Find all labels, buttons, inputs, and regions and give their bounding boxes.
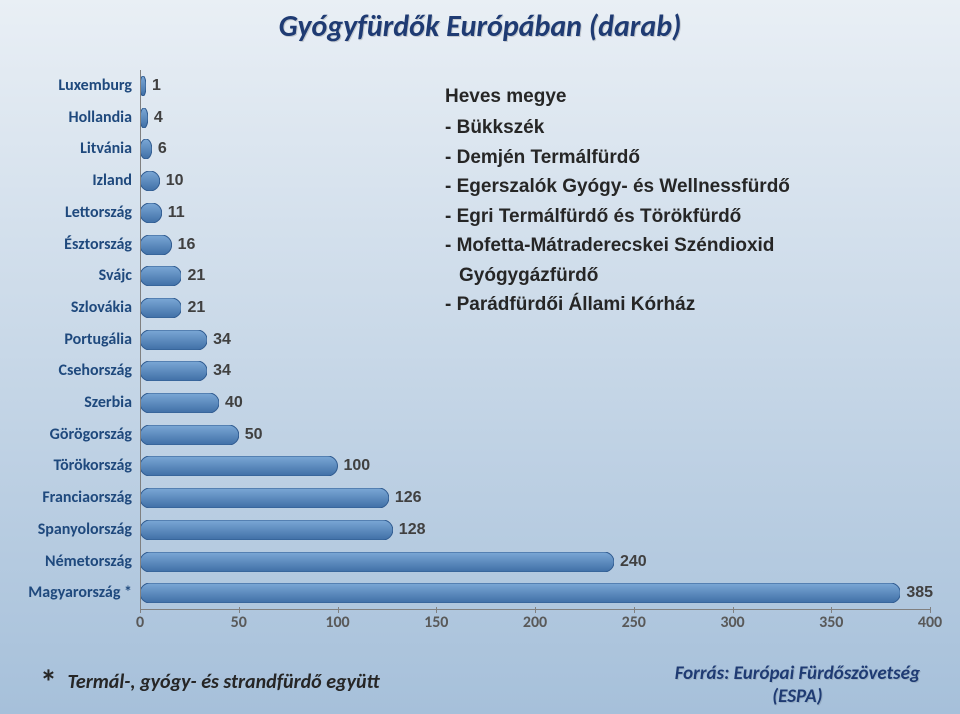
tick-label: 50 (231, 613, 247, 632)
tick-label: 350 (819, 613, 843, 632)
bar-shape-icon (140, 108, 148, 128)
y-axis-line (140, 70, 141, 609)
tick-label: 0 (136, 613, 144, 632)
bar (140, 266, 181, 286)
footnote: * Termál-, gyógy- és strandfürdő együtt (40, 663, 380, 704)
footnote-text: Termál-, gyógy- és strandfürdő együtt (67, 670, 379, 694)
tick-label: 150 (424, 613, 448, 632)
category-label: Hollandia (2, 108, 132, 128)
bar-value-label: 240 (620, 553, 647, 571)
bar-shape-icon (140, 171, 160, 191)
bar (140, 488, 389, 508)
bar-value-label: 4 (154, 109, 163, 127)
bar (140, 171, 160, 191)
bar (140, 456, 338, 476)
bar-shape-icon (140, 330, 207, 350)
bar-value-label: 100 (344, 457, 371, 475)
bar (140, 393, 219, 413)
bar-value-label: 50 (245, 426, 263, 444)
bar-value-label: 34 (213, 362, 231, 380)
heves-title: Heves megye (445, 82, 945, 111)
bar (140, 108, 148, 128)
category-label: Törökország (2, 456, 132, 476)
category-label: Portugália (2, 330, 132, 350)
bar-shape-icon (140, 583, 900, 603)
heves-item: Gyógygázfürdő (445, 261, 945, 290)
category-label: Észtország (2, 235, 132, 255)
x-axis-line (140, 609, 930, 610)
bar-value-label: 11 (168, 204, 185, 222)
tick-label: 300 (720, 613, 744, 632)
bar-shape-icon (140, 235, 172, 255)
bar (140, 520, 393, 540)
bar (140, 203, 162, 223)
bar (140, 139, 152, 159)
bar-value-label: 385 (906, 584, 933, 602)
category-label: Lettország (2, 203, 132, 223)
heves-item: - Mofetta-Mátraderecskei Széndioxid (445, 231, 945, 260)
bar-shape-icon (140, 488, 389, 508)
heves-items: - Bükkszék- Demjén Termálfürdő- Egerszal… (445, 113, 945, 319)
bar (140, 298, 181, 318)
bar (140, 330, 207, 350)
heves-item: - Egri Termálfürdő és Törökfürdő (445, 202, 945, 231)
footnote-star: * (40, 663, 57, 704)
category-label: Görögország (2, 425, 132, 445)
source-line2: (ESPA) (675, 685, 920, 708)
bar-shape-icon (140, 298, 181, 318)
category-label: Magyarország * (2, 583, 132, 603)
bar-shape-icon (140, 139, 152, 159)
category-label: Svájc (2, 266, 132, 286)
bar (140, 425, 239, 445)
source-citation: Forrás: Európai Fürdőszövetség (ESPA) (675, 662, 920, 708)
bar (140, 235, 172, 255)
heves-info-box: Heves megye - Bükkszék- Demjén Termálfür… (445, 82, 945, 320)
heves-item: - Egerszalók Gyógy- és Wellnessfürdő (445, 172, 945, 201)
bar-value-label: 21 (187, 299, 205, 317)
bar-value-label: 16 (178, 236, 196, 254)
bar (140, 552, 614, 572)
category-label: Spanyolország (2, 520, 132, 540)
tick-label: 250 (622, 613, 646, 632)
bar (140, 583, 900, 603)
bar-value-label: 21 (187, 267, 205, 285)
category-label: Szerbia (2, 393, 132, 413)
bar-shape-icon (140, 425, 239, 445)
bar-value-label: 10 (166, 172, 184, 190)
category-label: Franciaország (2, 488, 132, 508)
slide-root: Gyógyfürdők Európában (darab) Luxemburg H… (0, 0, 960, 714)
x-axis: 050100150200250300350400 (140, 609, 930, 639)
bar-shape-icon (140, 266, 181, 286)
category-label: Csehország (2, 361, 132, 381)
bar-value-label: 1 (152, 77, 161, 95)
bar-value-label: 6 (158, 140, 167, 158)
category-label: Izland (2, 171, 132, 191)
source-line1: Forrás: Európai Fürdőszövetség (675, 662, 920, 685)
heves-item: - Parádfürdői Állami Kórház (445, 290, 945, 319)
category-label: Litvánia (2, 139, 132, 159)
category-label: Németország (2, 552, 132, 572)
bar-shape-icon (140, 203, 162, 223)
bar-value-label: 126 (395, 489, 422, 507)
bar-value-label: 128 (399, 521, 426, 539)
category-label: Szlovákia (2, 298, 132, 318)
bar-value-label: 34 (213, 331, 231, 349)
heves-item: - Bükkszék (445, 113, 945, 142)
bar-value-label: 40 (225, 394, 243, 412)
bar-shape-icon (140, 520, 393, 540)
tick-label: 200 (523, 613, 547, 632)
bar-shape-icon (140, 456, 338, 476)
bar-shape-icon (140, 552, 614, 572)
heves-item: - Demjén Termálfürdő (445, 143, 945, 172)
bar (140, 361, 207, 381)
category-label: Luxemburg (2, 76, 132, 96)
tick-label: 100 (325, 613, 349, 632)
slide-title: Gyógyfürdők Európában (darab) (0, 8, 960, 45)
bar-shape-icon (140, 393, 219, 413)
tick-label: 400 (918, 613, 942, 632)
category-labels: Luxemburg Hollandia Litvánia Izland Lettorsz… (0, 70, 132, 610)
bar-shape-icon (140, 361, 207, 381)
